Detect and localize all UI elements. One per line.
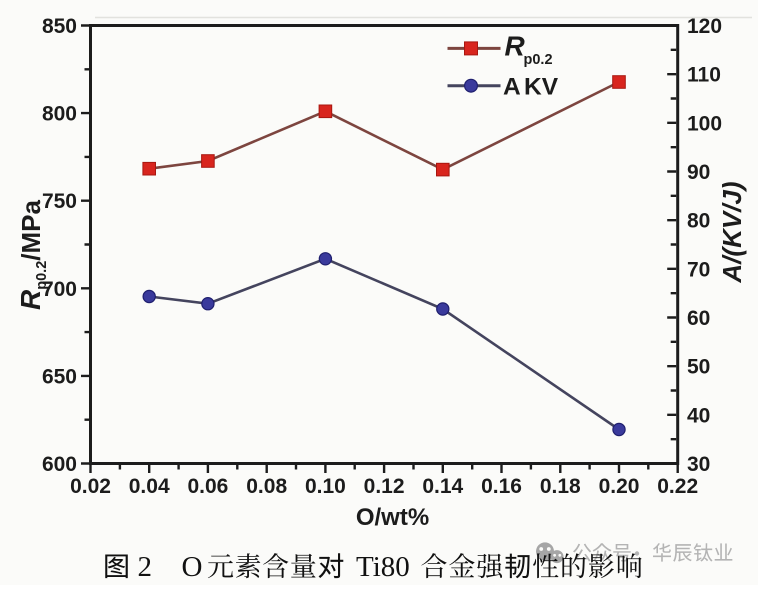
svg-text:0.16: 0.16 <box>481 475 522 498</box>
svg-text:KV: KV <box>524 74 559 101</box>
svg-text:60: 60 <box>687 307 710 330</box>
svg-text:0.20: 0.20 <box>599 475 640 498</box>
svg-text:650: 650 <box>42 365 77 388</box>
svg-text:90: 90 <box>687 161 710 184</box>
svg-text:110: 110 <box>687 64 721 87</box>
svg-text:0.04: 0.04 <box>129 475 170 498</box>
svg-text:850: 850 <box>42 15 77 38</box>
svg-text:R: R <box>505 31 526 62</box>
svg-text:70: 70 <box>687 258 710 281</box>
svg-text:30: 30 <box>687 453 710 476</box>
svg-text:50: 50 <box>687 356 710 379</box>
svg-text:0.14: 0.14 <box>422 475 463 498</box>
svg-text:A: A <box>503 74 521 101</box>
svg-text:120: 120 <box>687 15 722 38</box>
svg-text:O: O <box>182 551 203 583</box>
svg-text:p0.2: p0.2 <box>524 52 553 68</box>
svg-text:A/(KV/J): A/(KV/J) <box>717 181 747 283</box>
svg-text:40: 40 <box>687 404 710 427</box>
svg-text:0.12: 0.12 <box>364 475 405 498</box>
svg-text:600: 600 <box>42 453 77 476</box>
svg-text:0.06: 0.06 <box>187 475 228 498</box>
svg-text:80: 80 <box>687 210 710 233</box>
svg-text:700: 700 <box>42 278 77 301</box>
svg-text:0.02: 0.02 <box>70 475 111 498</box>
svg-text:800: 800 <box>42 103 77 126</box>
svg-text:O/wt%: O/wt% <box>356 504 429 531</box>
svg-text:100: 100 <box>687 112 722 135</box>
svg-text:750: 750 <box>42 190 77 213</box>
svg-text:0.08: 0.08 <box>246 475 287 498</box>
svg-text:2: 2 <box>138 551 153 583</box>
svg-text:Rp0.2/MPa: Rp0.2/MPa <box>15 199 50 309</box>
svg-text:0.22: 0.22 <box>657 475 698 498</box>
svg-text:0.10: 0.10 <box>305 475 346 498</box>
svg-text:Ti80: Ti80 <box>356 551 410 583</box>
svg-text:0.18: 0.18 <box>540 475 581 498</box>
